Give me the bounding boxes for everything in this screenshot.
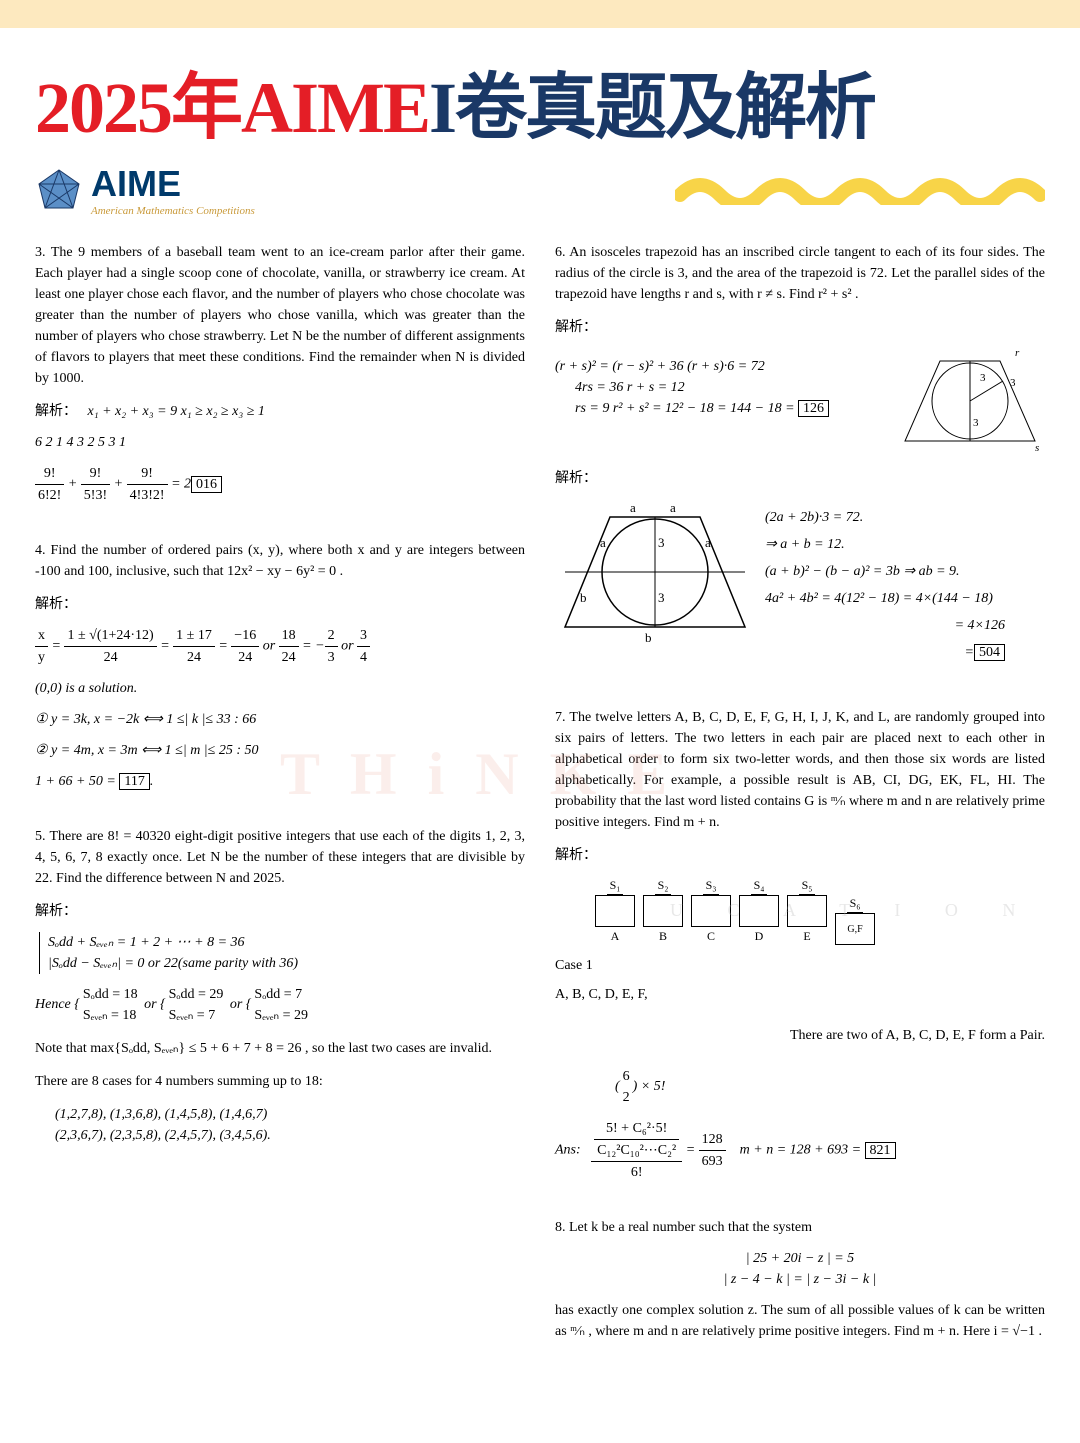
svg-text:3: 3 [658,590,665,605]
columns: 3. The 9 members of a baseball team went… [35,242,1045,1376]
p3-sum: 9!6!2! + 9!5!3! + 9!4!3!2! = 2016 [35,463,525,506]
p6-text: 6. An isosceles trapezoid has an inscrib… [555,242,1045,305]
svg-text:a: a [670,500,676,515]
title: 2025年AIMEI卷真题及解析 [35,48,1045,153]
pair-note: There are two of A, B, C, D, E, F form a… [555,1025,1045,1046]
logo-icon [35,166,83,214]
p8-text: 8. Let k be a real number such that the … [555,1217,1045,1238]
svg-text:3: 3 [658,535,665,550]
p4-text: 4. Find the number of ordered pairs (x, … [35,540,525,582]
p4-frac: xy = 1 ± √(1+24·12)24 = 1 ± 1724 = −1624… [35,625,525,668]
problem-4: 4. Find the number of ordered pairs (x, … [35,540,525,792]
p4-sol0: (0,0) is a solution. [35,678,525,699]
svg-text:r: r [1015,347,1020,359]
svg-text:3: 3 [1010,377,1016,389]
analysis-label: 解析： [555,845,1045,866]
p7-calc: (62) × 5! [615,1066,1045,1108]
problem-6: 6. An isosceles trapezoid has an inscrib… [555,242,1045,673]
logo-subtitle: American Mathematics Competitions [91,205,255,217]
problem-5: 5. There are 8! = 40320 eight-digit posi… [35,826,525,1146]
abcdef-note: A, B, C, D, E, F, [555,984,1045,1005]
p7-ans: Ans: 5! + C₆²·5!C₁₂²C₁₀²⋯C₂²6! = 128693 … [555,1118,1045,1183]
p3-text: 3. The 9 members of a baseball team went… [35,242,525,389]
page-content: 2025年AIMEI卷真题及解析 AIME American Mathemati… [0,28,1080,1396]
p3-cases: 6 2 1 4 3 2 5 3 1 [35,432,525,453]
p7-text: 7. The twelve letters A, B, C, D, E, F, … [555,707,1045,833]
trapezoid-diagram-2: a a a a 3 3 b b [555,497,755,647]
squiggle-icon [675,175,1045,205]
title-navy: I卷真题及解析 [429,48,875,153]
case-boxes: S₁A S₂B S₃C S₄D S₅E S₆G,F [595,876,1045,945]
p5-sys: Sₒdd + Sₑᵥₑₙ = 1 + 2 + ⋯ + 8 = 36 |Sₒdd … [39,932,525,974]
p8-text2: has exactly one complex solution z. The … [555,1300,1045,1342]
svg-text:a: a [600,535,606,550]
top-banner [0,0,1080,28]
analysis-label: 解析： [555,468,1045,489]
analysis-label: 解析： [35,594,525,615]
analysis-label: 解析： x₁ + x₂ + x₃ = 9 x₁ ≥ x₂ ≥ x₃ ≥ 1 [35,401,525,422]
svg-text:3: 3 [980,372,986,384]
svg-text:3: 3 [973,417,979,429]
subtitle-row: AIME American Mathematics Competitions [35,163,1045,217]
svg-text:b: b [580,590,587,605]
problem-3: 3. The 9 members of a baseball team went… [35,242,525,506]
analysis-label: 解析： [35,901,525,922]
logo-brand: AIME [91,163,255,205]
right-column: 6. An isosceles trapezoid has an inscrib… [555,242,1045,1376]
p5-note: Note that max{Sₒdd, Sₑᵥₑₙ} ≤ 5 + 6 + 7 +… [35,1038,525,1059]
problem-8: 8. Let k be a real number such that the … [555,1217,1045,1342]
p5-tuples: (1,2,7,8), (1,3,6,8), (1,4,5,8), (1,4,6,… [55,1104,525,1146]
p5-hence: Hence {Sₒdd = 18Sₑᵥₑₙ = 18 or {Sₒdd = 29… [35,984,525,1026]
problem-7: 7. The twelve letters A, B, C, D, E, F, … [555,707,1045,1183]
title-red: 2025年AIME [35,48,429,153]
svg-text:a: a [630,500,636,515]
p4-sum: 1 + 66 + 50 = 117. [35,771,525,792]
p4-sol1: ① y = 3k, x = −2k ⟺ 1 ≤| k |≤ 33 : 66 [35,709,525,730]
svg-text:b: b [645,630,652,645]
p5-text: 5. There are 8! = 40320 eight-digit posi… [35,826,525,889]
case1-label: Case 1 [555,955,1045,976]
svg-text:s: s [1035,442,1039,454]
p4-sol2: ② y = 4m, x = 3m ⟺ 1 ≤| m |≤ 25 : 50 [35,740,525,761]
p5-note2: There are 8 cases for 4 numbers summing … [35,1071,525,1092]
svg-text:a: a [705,535,711,550]
left-column: 3. The 9 members of a baseball team went… [35,242,525,1376]
aime-logo: AIME American Mathematics Competitions [35,163,255,217]
trapezoid-diagram-1: r 3 3 3 s [895,346,1045,456]
analysis-label: 解析： [555,317,1045,338]
